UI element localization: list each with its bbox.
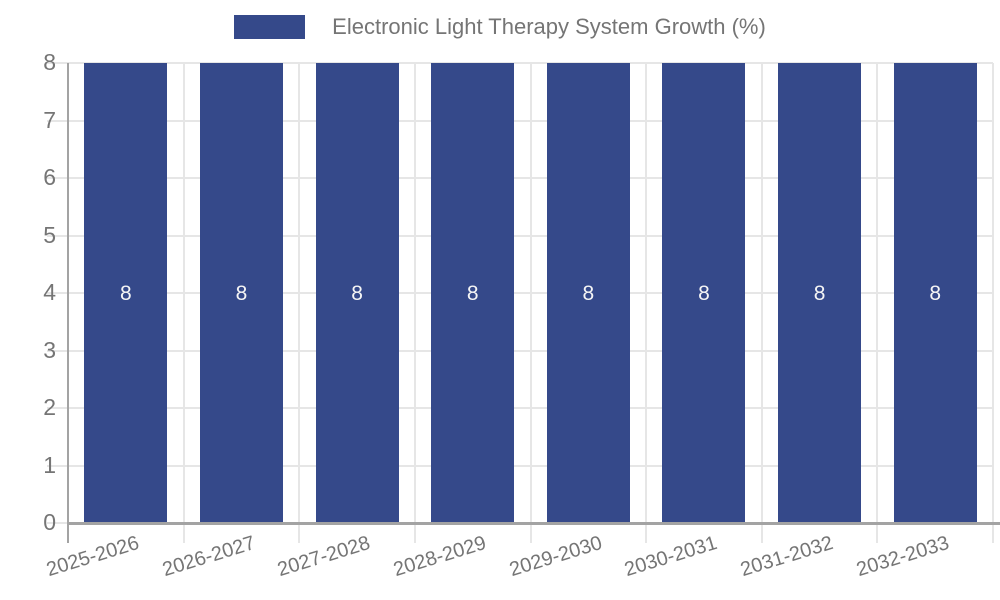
x-tick-label: 2031-2032 (737, 532, 836, 582)
x-tick-label: 2029-2030 (506, 532, 605, 582)
bar (662, 63, 746, 523)
bar-value-label: 8 (235, 282, 248, 305)
bar (84, 63, 168, 523)
x-tick-label: 2032-2033 (853, 532, 952, 582)
legend[interactable]: Electronic Light Therapy System Growth (… (0, 14, 1000, 40)
gridline-vertical (413, 63, 416, 543)
x-tick-label: 2025-2026 (44, 532, 142, 582)
y-tick-label: 2 (43, 394, 56, 420)
bar (431, 63, 515, 523)
gridline-horizontal (47, 62, 993, 64)
bar-value-label: 8 (698, 282, 710, 305)
x-tick-label: 2027-2028 (275, 532, 374, 582)
gridline-vertical (645, 63, 648, 543)
bar (199, 63, 283, 523)
bar (546, 63, 630, 523)
legend-label: Electronic Light Therapy System Growth (… (332, 14, 766, 39)
x-axis-line (68, 522, 1000, 525)
y-axis-line (67, 63, 69, 543)
gridline-vertical (876, 63, 879, 543)
gridline-vertical (182, 63, 185, 543)
y-tick-label: 3 (43, 336, 56, 363)
bar-value-label: 8 (119, 282, 132, 305)
y-tick-label: 1 (43, 451, 56, 478)
bar (778, 63, 862, 523)
gridline-horizontal (47, 177, 993, 179)
gridline-horizontal (47, 292, 993, 294)
bar-value-label: 8 (929, 282, 942, 305)
y-tick-label: 5 (43, 221, 56, 248)
y-tick-label: 8 (43, 49, 56, 75)
x-tick-label: 2028-2029 (390, 532, 489, 582)
gridline-horizontal (47, 407, 993, 409)
bar-value-label: 8 (351, 282, 363, 305)
bar (315, 63, 399, 523)
x-tick-label: 2026-2027 (159, 532, 258, 582)
y-tick-label: 7 (43, 106, 56, 133)
y-tick-label: 0 (43, 509, 56, 535)
gridline-vertical (760, 63, 763, 543)
gridline-horizontal (47, 464, 993, 467)
bar-value-label: 8 (813, 282, 826, 305)
gridline-vertical (298, 63, 301, 543)
x-tick-label: 2030-2031 (622, 532, 721, 582)
bar-value-label: 8 (466, 282, 479, 305)
y-tick-label: 6 (43, 164, 56, 190)
gridline-horizontal (47, 234, 993, 237)
gridline-horizontal (47, 119, 993, 122)
gridline-vertical (992, 63, 994, 543)
y-tick-label: 4 (43, 279, 56, 305)
gridline-horizontal (47, 349, 993, 352)
gridline-vertical (529, 63, 532, 543)
bar-value-label: 8 (582, 282, 595, 305)
legend-swatch (234, 15, 306, 39)
bar (893, 63, 977, 523)
